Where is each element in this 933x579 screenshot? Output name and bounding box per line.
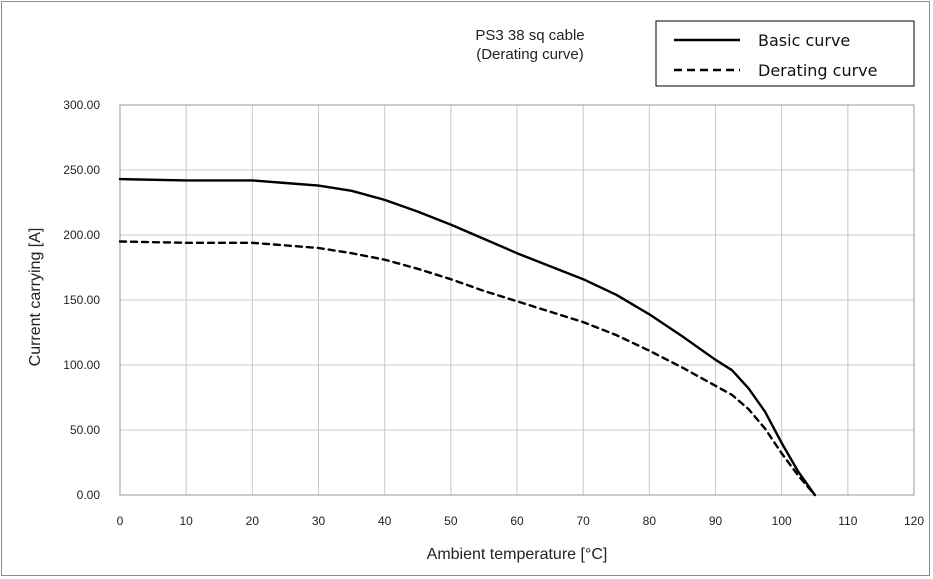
chart-title: PS3 38 sq cable — [475, 27, 584, 44]
y-axis-ticks: 0.00 50.00 100.00 150.00 200.00 250.00 300.00 — [63, 98, 100, 502]
plot-area — [119, 104, 915, 496]
y-tick-label: 300.00 — [63, 98, 100, 112]
series-group — [118, 177, 816, 497]
legend-box — [655, 20, 915, 87]
x-tick-label: 30 — [312, 514, 326, 528]
series-line-basic-curve — [118, 177, 816, 497]
x-tick-label: 110 — [838, 514, 857, 528]
legend-label-derating-curve: Derating curve — [758, 61, 877, 80]
x-tick-label: 10 — [179, 514, 193, 528]
x-axis-ticks: 0 10 20 30 40 50 60 70 80 90 100 110 120 — [117, 514, 925, 528]
legend: Basic curve Derating curve — [655, 20, 915, 87]
x-tick-label: 120 — [904, 514, 924, 528]
y-axis-title: Current carrying [A] — [27, 228, 44, 367]
x-tick-label: 60 — [510, 514, 524, 528]
x-axis-title: Ambient temperature [°C] — [427, 546, 608, 563]
y-tick-label: 250.00 — [63, 163, 100, 177]
y-tick-label: 50.00 — [70, 423, 100, 437]
x-tick-label: 90 — [709, 514, 723, 528]
y-tick-label: 100.00 — [63, 358, 100, 372]
x-tick-label: 20 — [246, 514, 260, 528]
y-tick-label: 200.00 — [63, 228, 100, 242]
series-line-derating-curve — [118, 240, 816, 497]
x-tick-label: 70 — [576, 514, 590, 528]
grid — [120, 105, 914, 495]
x-tick-label: 50 — [444, 514, 458, 528]
legend-label-basic-curve: Basic curve — [758, 31, 850, 50]
y-tick-label: 150.00 — [63, 293, 100, 307]
x-tick-label: 40 — [378, 514, 392, 528]
x-tick-label: 0 — [117, 514, 124, 528]
x-tick-label: 100 — [772, 514, 792, 528]
y-tick-label: 0.00 — [77, 488, 101, 502]
chart-subtitle: (Derating curve) — [476, 46, 584, 63]
x-tick-label: 80 — [643, 514, 657, 528]
